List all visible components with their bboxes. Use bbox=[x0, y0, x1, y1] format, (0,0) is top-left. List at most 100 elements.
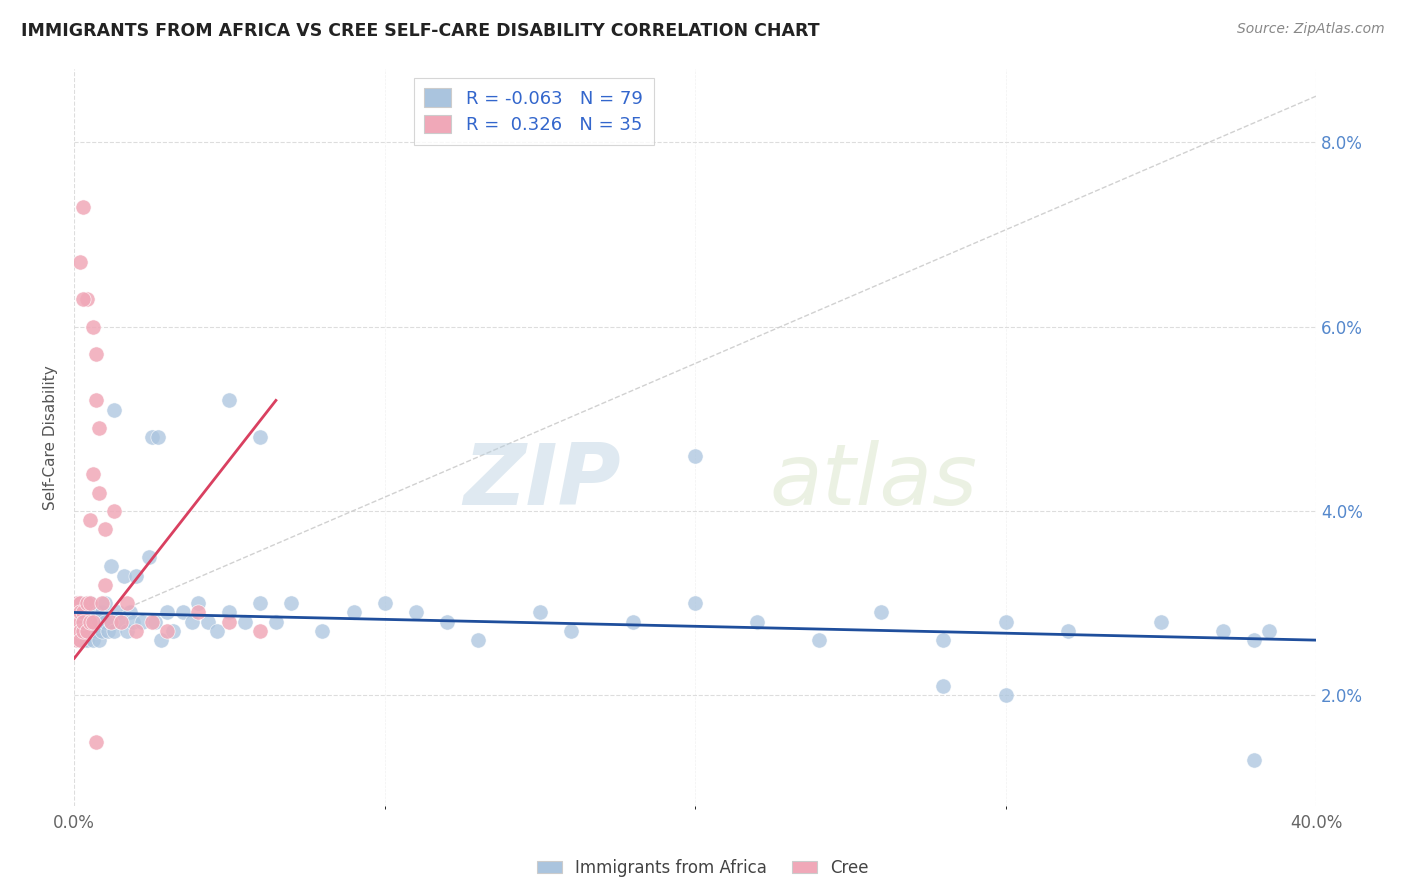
Point bbox=[69, 615, 91, 629]
Point bbox=[66, 596, 89, 610]
Point bbox=[76, 606, 98, 620]
Point bbox=[146, 430, 169, 444]
Point bbox=[69, 633, 91, 648]
Point bbox=[69, 624, 91, 638]
Point bbox=[141, 615, 163, 629]
Point bbox=[1212, 624, 1234, 638]
Point bbox=[808, 633, 831, 648]
Legend: Immigrants from Africa, Cree: Immigrants from Africa, Cree bbox=[530, 853, 876, 884]
Point bbox=[683, 449, 706, 463]
Point bbox=[66, 615, 89, 629]
Point bbox=[91, 624, 114, 638]
Point bbox=[94, 596, 117, 610]
Point bbox=[66, 624, 89, 638]
Point bbox=[131, 615, 153, 629]
Point bbox=[82, 615, 104, 629]
Point bbox=[187, 596, 209, 610]
Point bbox=[76, 292, 98, 306]
Point bbox=[156, 624, 179, 638]
Text: ZIP: ZIP bbox=[463, 440, 620, 523]
Legend: R = -0.063   N = 79, R =  0.326   N = 35: R = -0.063 N = 79, R = 0.326 N = 35 bbox=[413, 78, 654, 145]
Point bbox=[218, 615, 240, 629]
Point bbox=[69, 596, 91, 610]
Point bbox=[172, 606, 194, 620]
Point bbox=[66, 633, 89, 648]
Point bbox=[91, 606, 114, 620]
Point bbox=[932, 633, 955, 648]
Point bbox=[870, 606, 893, 620]
Point bbox=[249, 596, 271, 610]
Point bbox=[233, 615, 256, 629]
Point bbox=[560, 624, 582, 638]
Point bbox=[162, 624, 184, 638]
Point bbox=[69, 596, 91, 610]
Point bbox=[79, 513, 101, 527]
Point bbox=[82, 319, 104, 334]
Point bbox=[143, 615, 166, 629]
Point bbox=[76, 624, 98, 638]
Point bbox=[932, 679, 955, 693]
Point bbox=[100, 615, 122, 629]
Point bbox=[69, 606, 91, 620]
Point bbox=[342, 606, 364, 620]
Point bbox=[69, 615, 91, 629]
Point bbox=[84, 347, 107, 361]
Point bbox=[69, 255, 91, 269]
Point bbox=[311, 624, 333, 638]
Point bbox=[181, 615, 204, 629]
Point bbox=[87, 421, 110, 435]
Point bbox=[76, 615, 98, 629]
Point bbox=[110, 615, 132, 629]
Point bbox=[138, 550, 160, 565]
Point bbox=[197, 615, 219, 629]
Y-axis label: Self-Care Disability: Self-Care Disability bbox=[44, 365, 58, 509]
Text: Source: ZipAtlas.com: Source: ZipAtlas.com bbox=[1237, 22, 1385, 37]
Point bbox=[66, 633, 89, 648]
Point bbox=[115, 596, 138, 610]
Point bbox=[82, 467, 104, 482]
Point bbox=[994, 689, 1017, 703]
Point bbox=[405, 606, 427, 620]
Point bbox=[87, 485, 110, 500]
Point bbox=[79, 596, 101, 610]
Point bbox=[91, 596, 114, 610]
Point bbox=[72, 615, 94, 629]
Point bbox=[82, 633, 104, 648]
Point bbox=[110, 615, 132, 629]
Point bbox=[79, 596, 101, 610]
Point bbox=[436, 615, 458, 629]
Point bbox=[122, 615, 145, 629]
Point bbox=[79, 615, 101, 629]
Point bbox=[264, 615, 287, 629]
Point bbox=[69, 624, 91, 638]
Point bbox=[66, 615, 89, 629]
Point bbox=[72, 606, 94, 620]
Point bbox=[79, 624, 101, 638]
Point bbox=[103, 402, 125, 417]
Point bbox=[747, 615, 769, 629]
Point bbox=[1150, 615, 1173, 629]
Point bbox=[467, 633, 489, 648]
Point bbox=[97, 624, 120, 638]
Point bbox=[94, 578, 117, 592]
Point bbox=[79, 615, 101, 629]
Point bbox=[115, 624, 138, 638]
Point bbox=[125, 568, 148, 582]
Point bbox=[76, 596, 98, 610]
Point bbox=[621, 615, 644, 629]
Point bbox=[141, 430, 163, 444]
Point bbox=[125, 624, 148, 638]
Point bbox=[218, 606, 240, 620]
Point bbox=[1243, 753, 1265, 767]
Point bbox=[84, 734, 107, 748]
Point bbox=[66, 606, 89, 620]
Text: atlas: atlas bbox=[769, 440, 977, 523]
Point bbox=[118, 606, 141, 620]
Point bbox=[107, 606, 129, 620]
Point bbox=[72, 615, 94, 629]
Point bbox=[66, 624, 89, 638]
Point bbox=[84, 606, 107, 620]
Point bbox=[94, 523, 117, 537]
Point bbox=[205, 624, 228, 638]
Point bbox=[69, 633, 91, 648]
